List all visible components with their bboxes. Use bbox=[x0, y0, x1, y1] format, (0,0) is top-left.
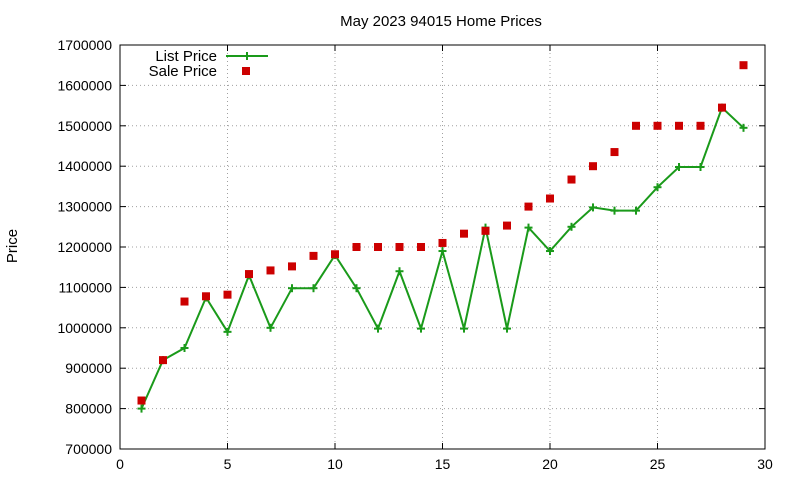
y-tick-label: 800000 bbox=[65, 401, 112, 417]
sale-price-point bbox=[417, 243, 425, 251]
plot-border bbox=[119, 44, 766, 450]
y-tick-label: 900000 bbox=[65, 360, 112, 376]
list-price-point bbox=[567, 222, 576, 231]
list-price-point bbox=[696, 163, 705, 172]
sale-price-point bbox=[352, 243, 361, 251]
y-axis-title: Price bbox=[4, 229, 21, 263]
y-tick-label: 1500000 bbox=[57, 118, 112, 134]
y-tick-label: 1100000 bbox=[59, 279, 113, 295]
list-price-point bbox=[352, 284, 361, 293]
sale-price-point bbox=[589, 162, 597, 171]
gridlines bbox=[120, 45, 765, 449]
legend-label-sale-price: Sale Price bbox=[149, 63, 217, 80]
legend-swatch-sale-price bbox=[242, 67, 250, 75]
sale-price-point bbox=[438, 238, 447, 247]
list-price-point bbox=[460, 324, 468, 333]
sale-price-point bbox=[675, 121, 683, 130]
sale-price-point bbox=[309, 251, 318, 260]
sale-price-point bbox=[696, 121, 705, 130]
sale-price-point bbox=[137, 396, 146, 405]
sale-price-point bbox=[503, 221, 511, 230]
list-price-point bbox=[374, 324, 382, 333]
series-line-list-price bbox=[140, 105, 745, 410]
sale-price-point bbox=[739, 61, 748, 70]
list-price-point bbox=[266, 323, 275, 332]
list-price-point bbox=[610, 206, 619, 215]
sale-price-point bbox=[481, 226, 490, 235]
sale-price-point bbox=[159, 356, 167, 365]
sale-price-point bbox=[245, 270, 253, 279]
sale-price-point bbox=[288, 262, 296, 271]
list-price-point bbox=[180, 344, 189, 352]
list-price-point bbox=[739, 123, 748, 132]
y-tick-label: 1400000 bbox=[57, 158, 112, 174]
x-tick-label: 30 bbox=[757, 456, 773, 472]
legend: List Price Sale Price bbox=[149, 48, 268, 80]
list-price-point bbox=[223, 327, 232, 336]
x-tick-label: 5 bbox=[224, 456, 232, 472]
sale-price-point bbox=[266, 266, 275, 275]
list-price-point bbox=[417, 324, 425, 333]
sale-price-point bbox=[374, 243, 382, 251]
sale-price-point bbox=[567, 175, 576, 184]
sale-price-point bbox=[718, 103, 726, 112]
chart-title: May 2023 94015 Home Prices bbox=[340, 13, 542, 30]
y-tick-label: 1700000 bbox=[57, 37, 112, 53]
y-tick-label: 1300000 bbox=[57, 199, 112, 215]
axes: 0 5 10 15 20 25 30 700000 800000 900000 1000000 110… bbox=[57, 37, 773, 472]
list-price-point bbox=[653, 183, 662, 192]
list-price-point bbox=[137, 404, 146, 413]
sale-price-point bbox=[653, 121, 662, 130]
list-price-point bbox=[503, 324, 511, 333]
y-tick-label: 700000 bbox=[65, 441, 112, 457]
sale-price-point bbox=[331, 250, 339, 259]
list-price-point bbox=[395, 267, 404, 276]
list-price-point bbox=[546, 247, 554, 256]
sale-price-point bbox=[395, 243, 404, 251]
list-price-point bbox=[675, 163, 683, 172]
list-price-point bbox=[288, 284, 296, 293]
list-price-point bbox=[632, 206, 640, 215]
series-layer bbox=[137, 61, 748, 413]
sale-price-point bbox=[610, 148, 619, 157]
list-price-point bbox=[589, 203, 597, 212]
list-price-point bbox=[309, 284, 318, 293]
list-price-point bbox=[438, 247, 447, 256]
x-tick-label: 10 bbox=[327, 456, 343, 472]
sale-price-point bbox=[202, 292, 210, 301]
y-tick-label: 1000000 bbox=[57, 320, 112, 336]
x-tick-label: 20 bbox=[542, 456, 558, 472]
sale-price-point bbox=[180, 297, 189, 306]
sale-price-point bbox=[223, 290, 232, 299]
x-tick-label: 15 bbox=[435, 456, 451, 472]
sale-price-point bbox=[546, 194, 554, 203]
sale-price-point bbox=[632, 121, 640, 130]
sale-price-point bbox=[460, 229, 468, 238]
x-tick-label: 25 bbox=[650, 456, 666, 472]
x-tick-label: 0 bbox=[116, 456, 124, 472]
legend-label-list-price: List Price bbox=[155, 48, 217, 65]
y-tick-label: 1600000 bbox=[57, 77, 112, 93]
sale-price-point bbox=[524, 202, 533, 211]
y-tick-label: 1200000 bbox=[57, 239, 112, 255]
list-price-point bbox=[524, 223, 533, 232]
